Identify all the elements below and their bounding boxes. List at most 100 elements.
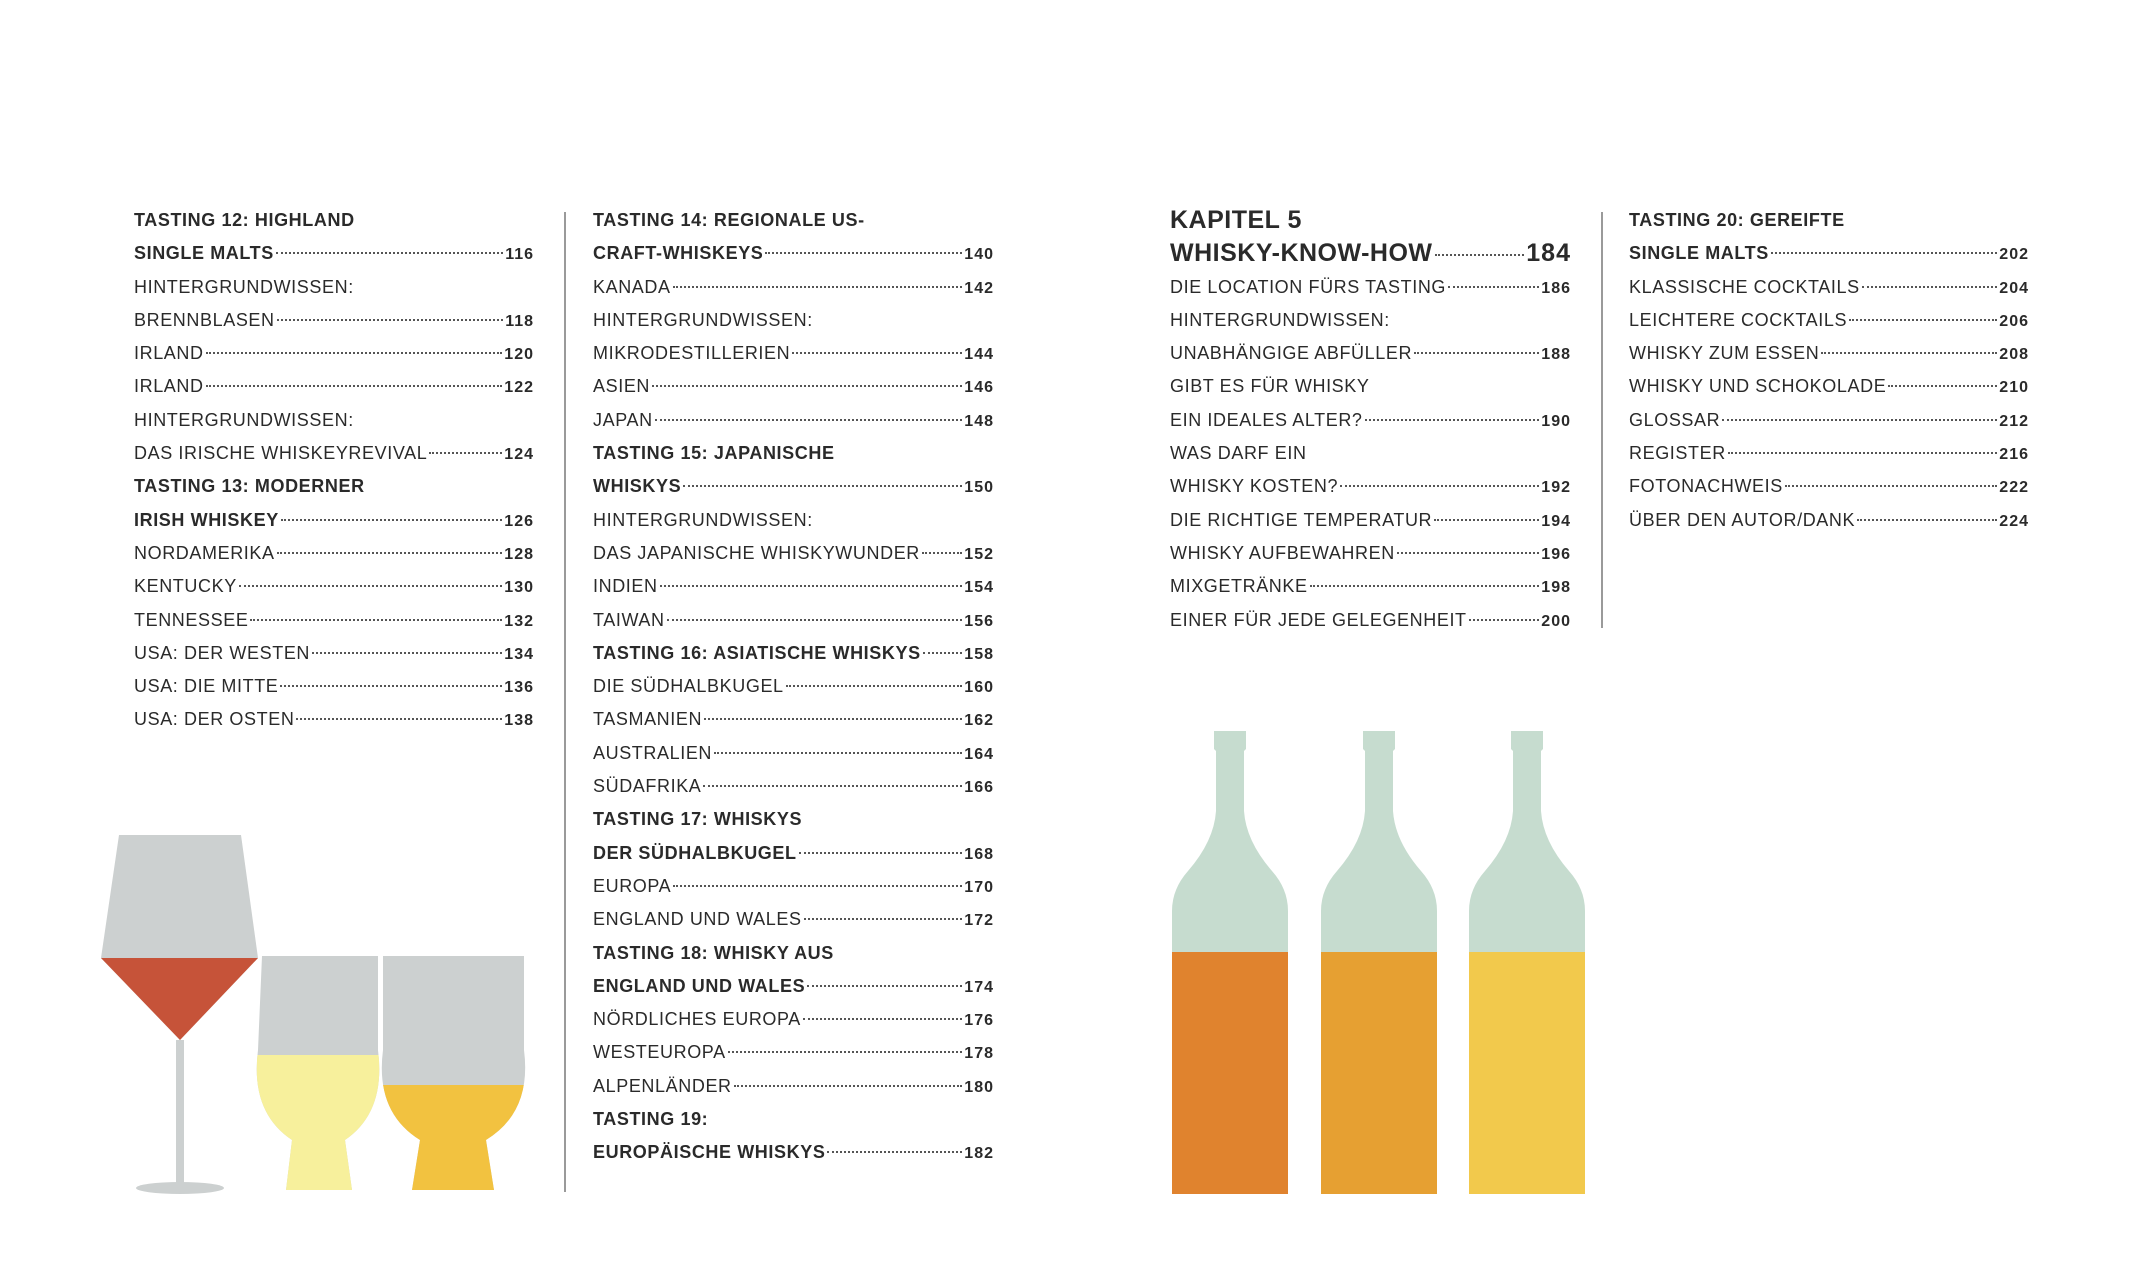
entry-title: ASIEN (593, 376, 651, 397)
page-number: 140 (964, 246, 994, 264)
entry-title: TASTING 14: REGIONALE US- (593, 210, 865, 230)
page-number: 190 (1541, 412, 1571, 430)
page-number: 188 (1541, 346, 1571, 364)
dot-leader (1888, 385, 1998, 388)
entry-title: IRISH WHISKEY (134, 509, 279, 530)
entry-title: MIKRODESTILLERIEN (593, 343, 791, 364)
page-number: 118 (505, 312, 534, 330)
page-number: 204 (1999, 279, 2029, 297)
page-number: 192 (1541, 479, 1571, 497)
toc-entry: EINER FÜR JEDE GELEGENHEIT 200 (1170, 604, 1571, 637)
dot-leader (921, 551, 963, 554)
toc-entry: TASTING 12: HIGHLAND (134, 204, 534, 237)
bottle (1469, 731, 1585, 1194)
toc-entry: TASTING 15: JAPANISCHE (593, 437, 994, 470)
dot-leader (276, 551, 503, 554)
toc-entry: DIE LOCATION FÜRS TASTING 186 (1170, 271, 1571, 304)
page-number: 174 (964, 978, 994, 996)
toc-entry: ALPENLÄNDER 180 (593, 1070, 994, 1103)
entry-title: ENGLAND UND WALES (593, 975, 806, 996)
entry-title: NÖRDLICHES EUROPA (593, 1009, 801, 1030)
entry-title: SÜDAFRIKA (593, 776, 702, 797)
entry-title: TASTING 16: ASIATISCHE WHISKYS (593, 642, 921, 663)
page-number: 144 (964, 346, 994, 364)
entry-title: UNABHÄNGIGE ABFÜLLER (1170, 343, 1413, 364)
entry-title: WHISKY UND SCHOKOLADE (1629, 376, 1887, 397)
toc-entry: WESTEUROPA 178 (593, 1036, 994, 1069)
page-number: 146 (964, 379, 994, 397)
entry-title: LEICHTERE COCKTAILS (1629, 309, 1848, 330)
dot-leader (727, 1051, 963, 1054)
dot-leader (652, 385, 963, 388)
dot-leader (703, 785, 963, 788)
dot-leader (1722, 418, 1998, 421)
entry-title: WHISKY ZUM ESSEN (1629, 343, 1820, 364)
toc-entry: CRAFT-WHISKEYS 140 (593, 237, 994, 270)
toc-entry: EUROPÄISCHE WHISKYS 182 (593, 1136, 994, 1169)
toc-entry: EIN IDEALES ALTER? 190 (1170, 404, 1571, 437)
toc-entry: DIE RICHTIGE TEMPERATUR 194 (1170, 504, 1571, 537)
page-number: 176 (964, 1012, 994, 1030)
toc-entry: WHISKY KOSTEN? 192 (1170, 470, 1571, 503)
toc-entry: WHISKY AUFBEWAHREN 196 (1170, 537, 1571, 570)
entry-title: REGISTER (1629, 443, 1726, 464)
entry-title: KENTUCKY (134, 576, 237, 597)
entry-title: GLOSSAR (1629, 409, 1721, 430)
dot-leader (238, 585, 503, 588)
dot-leader (1434, 254, 1525, 257)
toc-column: KAPITEL 5 WHISKY-KNOW-HOW 184 DIE LOCATION … (1170, 204, 1571, 637)
toc-entry: ENGLAND UND WALES 172 (593, 903, 994, 936)
entry-title: TENNESSEE (134, 609, 249, 630)
toc-entry: DAS IRISCHE WHISKEYREVIVAL 124 (134, 437, 534, 470)
dot-leader (1821, 352, 1998, 355)
entry-title: HINTERGRUNDWISSEN: (134, 409, 354, 430)
page-number: 130 (504, 579, 534, 597)
dot-leader (807, 984, 963, 987)
entry-title: TASMANIEN (593, 709, 703, 730)
toc-entry: SÜDAFRIKA 166 (593, 770, 994, 803)
page-number: 156 (964, 612, 994, 630)
page-number: 152 (964, 545, 994, 563)
entry-title: CRAFT-WHISKEYS (593, 243, 764, 264)
page-number: 186 (1541, 279, 1571, 297)
entry-title: TASTING 12: HIGHLAND (134, 210, 355, 230)
entry-title: DIE LOCATION FÜRS TASTING (1170, 276, 1447, 297)
dot-leader (1414, 352, 1540, 355)
page-number: 182 (964, 1145, 994, 1163)
entry-title: HINTERGRUNDWISSEN: (134, 276, 354, 297)
toc-entry: NÖRDLICHES EUROPA 176 (593, 1003, 994, 1036)
page-number: 202 (1999, 246, 2029, 264)
dot-leader (785, 685, 963, 688)
toc-entry: KLASSISCHE COCKTAILS 204 (1629, 271, 2029, 304)
page-number: 224 (1999, 512, 2029, 530)
entry-title: WHISKYS (593, 476, 682, 497)
entry-title: IRLAND (134, 343, 204, 364)
page-number: 160 (964, 679, 994, 697)
page-number: 142 (964, 279, 994, 297)
dot-leader (1364, 418, 1540, 421)
toc-entry: TASTING 18: WHISKY AUS (593, 937, 994, 970)
toc-entry: UNABHÄNGIGE ABFÜLLER 188 (1170, 337, 1571, 370)
entry-title: EUROPA (593, 875, 672, 896)
toc-entry: MIXGETRÄNKE 198 (1170, 570, 1571, 603)
chapter-title-text: WHISKY-KNOW-HOW (1170, 239, 1433, 268)
entry-title: USA: DIE MITTE (134, 676, 279, 697)
page-number: 136 (504, 679, 534, 697)
entry-title: AUSTRALIEN (593, 742, 713, 763)
toc-entry: SINGLE MALTS 116 (134, 237, 534, 270)
page-number: 120 (504, 346, 534, 364)
dot-leader (654, 418, 963, 421)
entry-title: WHISKY AUFBEWAHREN (1170, 542, 1395, 563)
dot-leader (1770, 252, 1998, 255)
dot-leader (280, 518, 503, 521)
bottle (1321, 731, 1437, 1194)
toc-entry: REGISTER 216 (1629, 437, 2029, 470)
entry-title: GIBT ES FÜR WHISKY (1170, 376, 1370, 397)
toc-entry: IRISH WHISKEY 126 (134, 504, 534, 537)
entry-title: FOTONACHWEIS (1629, 476, 1783, 497)
entry-title: EINER FÜR JEDE GELEGENHEIT (1170, 609, 1467, 630)
toc-entry: INDIEN 154 (593, 570, 994, 603)
entry-title: DIE SÜDHALBKUGEL (593, 676, 784, 697)
toc-entry: IRLAND 122 (134, 370, 534, 403)
